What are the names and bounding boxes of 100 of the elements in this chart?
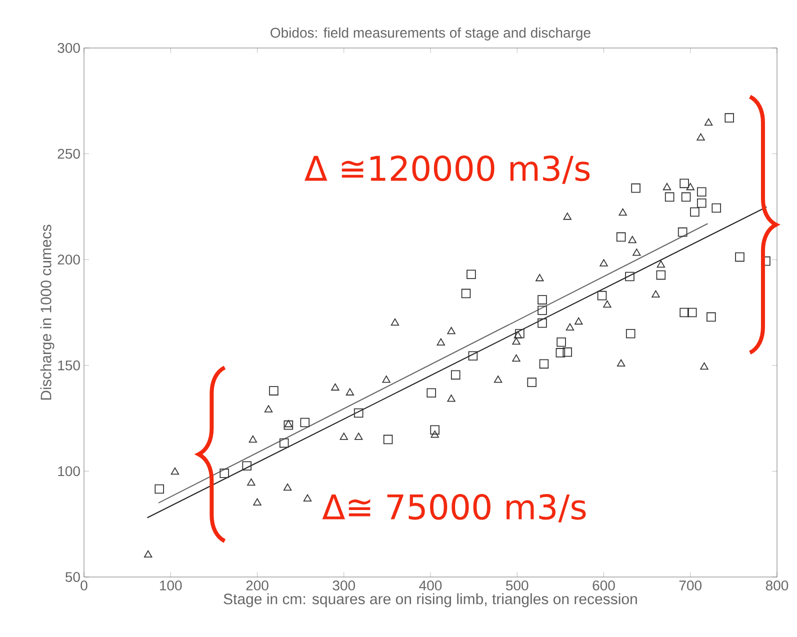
- point: [696, 198, 706, 208]
- x-tick-label: 600: [592, 580, 615, 590]
- point: [603, 300, 612, 308]
- point: [696, 187, 706, 197]
- point: [346, 388, 354, 396]
- point: [447, 326, 456, 334]
- point: [574, 317, 583, 325]
- point: [538, 295, 547, 304]
- point: [279, 438, 289, 448]
- x-tick-label: 100: [160, 580, 182, 590]
- point: [724, 113, 734, 122]
- point: [220, 468, 229, 478]
- y-tick-label: 50: [65, 572, 80, 582]
- point: [538, 306, 547, 316]
- point: [354, 408, 364, 418]
- point: [662, 183, 672, 190]
- point: [690, 207, 700, 217]
- x-tick-label: 700: [679, 580, 702, 590]
- chart-title: Obidos: field measurements of stage and discharge: [270, 27, 590, 40]
- point: [706, 312, 716, 322]
- point: [390, 318, 400, 326]
- point: [144, 550, 152, 558]
- point: [300, 418, 310, 428]
- point: [700, 362, 708, 370]
- point: [450, 370, 460, 380]
- point: [154, 484, 164, 494]
- point: [597, 290, 607, 300]
- point: [656, 260, 666, 268]
- point: [696, 133, 705, 140]
- point: [539, 359, 549, 369]
- point: [616, 232, 626, 242]
- point: [447, 394, 456, 402]
- point: [735, 252, 744, 262]
- point: [247, 478, 256, 486]
- point: [340, 432, 348, 440]
- point: [556, 348, 566, 358]
- point: [626, 329, 636, 338]
- y-tick-label: 100: [58, 466, 80, 476]
- point: [704, 118, 713, 126]
- point: [331, 383, 340, 391]
- point: [283, 483, 292, 491]
- y-tick-label: 250: [58, 148, 80, 159]
- point: [383, 434, 393, 444]
- point: [527, 378, 537, 387]
- y-tick-label: 200: [58, 254, 80, 265]
- x-tick-label: 400: [419, 580, 442, 590]
- point: [563, 212, 572, 220]
- point: [284, 420, 294, 430]
- point: [712, 203, 722, 213]
- point: [430, 430, 439, 438]
- x-tick-label: 500: [506, 580, 528, 590]
- point: [678, 227, 688, 237]
- point: [253, 498, 262, 506]
- point: [461, 288, 471, 298]
- annotation: Δ ≅120000 m3/s: [304, 155, 590, 184]
- point: [631, 183, 640, 193]
- point: [625, 272, 634, 282]
- point: [652, 290, 660, 298]
- point: [269, 386, 278, 396]
- point: [632, 248, 641, 256]
- point: [656, 270, 666, 280]
- y-tick-label: 300: [58, 43, 80, 53]
- point: [512, 354, 520, 362]
- point: [664, 192, 674, 202]
- x-tick-label: 0: [80, 580, 88, 590]
- point: [600, 259, 608, 266]
- x-tick-label: 800: [766, 580, 788, 590]
- point: [680, 308, 689, 318]
- annotation: Δ≅ 75000 m3/s: [322, 494, 586, 522]
- point: [430, 425, 440, 435]
- x-tick-label: 200: [246, 580, 268, 590]
- x-axis-title: Stage in cm: squares are on rising limb, triangles on recession: [224, 593, 637, 608]
- point: [687, 308, 697, 318]
- point: [284, 420, 293, 428]
- point: [248, 435, 258, 443]
- point: [170, 467, 180, 475]
- y-tick-label: 150: [58, 360, 80, 370]
- point: [628, 236, 636, 244]
- point: [466, 270, 476, 280]
- point: [680, 178, 689, 188]
- y-axis-title: Discharge in 1000 cumecs: [40, 224, 54, 400]
- x-tick-label: 300: [332, 580, 355, 590]
- point: [382, 376, 390, 383]
- point: [618, 208, 627, 216]
- point: [264, 405, 273, 412]
- point: [242, 461, 252, 471]
- point: [681, 192, 691, 202]
- point: [436, 338, 445, 346]
- point: [616, 359, 626, 366]
- point: [536, 274, 544, 282]
- point: [303, 494, 312, 502]
- point: [566, 323, 574, 330]
- point: [562, 347, 572, 357]
- point: [354, 432, 363, 440]
- point: [426, 388, 436, 398]
- point: [468, 351, 478, 361]
- point: [686, 183, 694, 190]
- point: [538, 318, 547, 328]
- point: [494, 376, 502, 383]
- point: [556, 337, 566, 347]
